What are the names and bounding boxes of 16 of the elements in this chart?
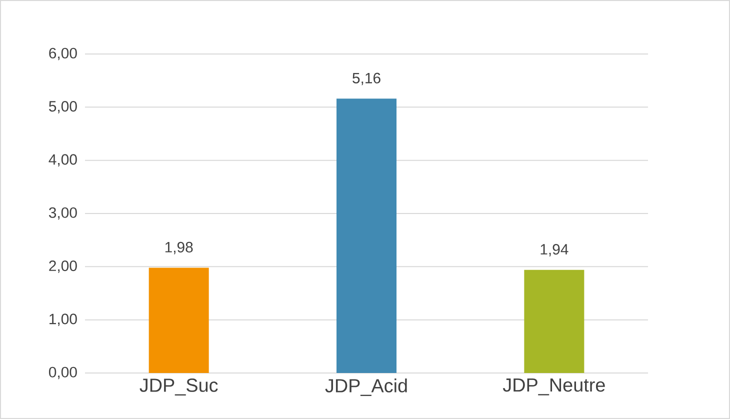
bar [148,268,209,373]
y-tick-label: 3,00 [48,207,77,220]
y-tick-label: 4,00 [48,154,77,167]
y-tick-label: 2,00 [49,260,77,273]
y-tick-label: 6,00 [49,48,77,60]
x-tick-label: JDP_Acid [325,378,407,396]
y-tick-label: 1,00 [50,314,77,326]
data-label: 1,94 [540,244,568,256]
data-label: 5,16 [352,72,380,86]
bar [524,270,584,373]
data-label: 1,98 [165,242,193,254]
bar [336,98,397,373]
x-tick-label: JDP_Suc [140,378,218,396]
y-tick-label: 5,00 [48,100,77,114]
y-tick-label: 0,00 [48,366,77,380]
x-tick-label: JDP_Neutre [502,378,605,396]
